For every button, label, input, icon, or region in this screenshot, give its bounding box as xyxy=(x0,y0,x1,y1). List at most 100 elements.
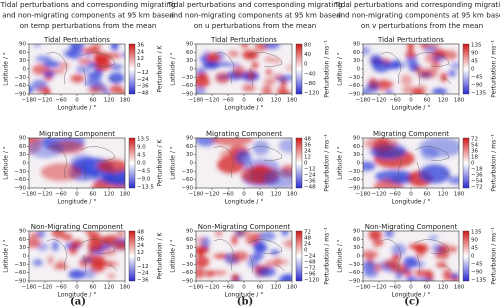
field-blob xyxy=(252,140,270,156)
y-tick-label: 90 xyxy=(19,229,26,235)
field-blob xyxy=(211,138,253,146)
x-tick-label: 60 xyxy=(90,98,97,104)
colorbar-tick-label: 36 xyxy=(137,236,144,242)
field-blob xyxy=(68,246,78,255)
field-blob xyxy=(450,61,459,70)
y-tick-label: −60 xyxy=(181,177,193,183)
x-axis-label: Longitude / ° xyxy=(58,199,97,206)
x-tick-label: −120 xyxy=(204,285,220,291)
colorbar-tick-label: −40 xyxy=(304,71,316,77)
y-tick-label: −30 xyxy=(14,262,26,268)
field-blob xyxy=(419,164,451,184)
colorbar-tick-label: 12 xyxy=(137,56,144,62)
y-tick-label: −30 xyxy=(181,262,193,268)
field-blob xyxy=(417,70,431,79)
colorbar-tick-label: −36 xyxy=(137,278,149,284)
field-blob xyxy=(47,255,54,265)
x-tick-label: 120 xyxy=(271,98,282,104)
colorbar-tick-label: −135 xyxy=(471,91,487,97)
colorbar xyxy=(462,43,470,95)
coastline xyxy=(380,52,452,87)
y-tick-label: 90 xyxy=(353,42,360,48)
y-tick-label: −90 xyxy=(14,279,26,285)
field-blob xyxy=(247,71,255,80)
field-blob xyxy=(216,61,232,67)
field-blob xyxy=(447,70,457,77)
field-blob xyxy=(363,46,371,56)
field-blob xyxy=(67,47,83,60)
field-blob xyxy=(263,44,280,50)
x-tick-label: −180 xyxy=(188,285,204,291)
colorbar-tick-label: 36 xyxy=(471,149,478,155)
x-tick-label: −60 xyxy=(55,192,67,198)
field-blob xyxy=(235,150,252,165)
field-blob xyxy=(391,255,401,262)
map-field xyxy=(196,44,292,94)
panel-title: Migrating Component xyxy=(39,130,115,138)
colorbar-tick-label: 48 xyxy=(304,137,311,143)
colorbar-label: Perturbation / ms⁻¹ xyxy=(324,40,331,98)
field-blob xyxy=(97,173,125,183)
field-blob xyxy=(84,79,103,87)
colorbar-tick-label: −18 xyxy=(471,167,483,173)
field-blob xyxy=(90,84,107,94)
x-tick-label: 180 xyxy=(454,192,465,198)
x-tick-label: −60 xyxy=(389,98,401,104)
colorbar-tick-label: −120 xyxy=(304,91,320,97)
colorbar-tick-label: 36 xyxy=(304,143,311,149)
colorbar-tick-label: 12 xyxy=(304,155,311,161)
field-blob xyxy=(265,68,272,76)
field-blob xyxy=(372,239,381,248)
field-blob xyxy=(389,174,412,185)
y-tick-label: −30 xyxy=(181,75,193,81)
field-blob xyxy=(50,68,66,74)
x-axis-label: Longitude / ° xyxy=(392,199,431,206)
y-tick-label: 60 xyxy=(19,237,26,243)
y-tick-label: −30 xyxy=(348,75,360,81)
x-tick-label: −180 xyxy=(188,192,204,198)
x-tick-label: −180 xyxy=(21,98,37,104)
colorbar-tick-label: 24 xyxy=(137,243,144,249)
field-blob xyxy=(415,277,434,281)
x-tick-label: 120 xyxy=(104,98,115,104)
colorbar-tick-label: 48 xyxy=(304,236,311,242)
panel-title: Non-Migrating Component xyxy=(31,223,124,231)
x-tick-label: 180 xyxy=(120,192,131,198)
x-tick-label: 180 xyxy=(120,285,131,291)
field-blob xyxy=(431,88,448,94)
colorbar-tick-label: 135 xyxy=(471,230,482,236)
field-blob xyxy=(251,61,259,69)
field-blob xyxy=(196,256,210,267)
colorbar-tick-label: −36 xyxy=(137,84,149,90)
colorbar xyxy=(128,43,136,95)
colorbar-tick-label: −24 xyxy=(137,77,149,83)
x-tick-label: −120 xyxy=(204,98,220,104)
field-blob xyxy=(439,243,452,253)
colorbar-tick-label: −24 xyxy=(304,173,316,179)
field-blob xyxy=(196,76,210,88)
y-axis-label: Latitude / ° xyxy=(170,239,177,273)
x-tick-label: −180 xyxy=(355,192,371,198)
field-blob xyxy=(31,259,44,267)
coastline xyxy=(380,239,452,274)
field-blob xyxy=(247,256,259,269)
x-tick-label: 180 xyxy=(120,98,131,104)
colorbar-tick-label: −13.5 xyxy=(137,185,154,191)
field-blob xyxy=(196,237,207,243)
panel-title: Tidal Perturbations xyxy=(210,36,277,44)
field-blob xyxy=(405,51,417,58)
coastline xyxy=(46,52,118,87)
x-tick-label: 0 xyxy=(75,98,79,104)
map-field xyxy=(363,231,459,281)
colorbar-label: Perturbation / K xyxy=(157,44,164,92)
y-tick-label: 0 xyxy=(190,161,194,167)
x-tick-label: 120 xyxy=(104,192,115,198)
x-tick-label: 60 xyxy=(424,285,431,291)
colorbar-tick-label: 24 xyxy=(304,242,311,248)
colorbar-tick-label: −72 xyxy=(471,185,483,191)
y-axis-label: Latitude / ° xyxy=(337,52,344,86)
x-tick-label: 0 xyxy=(75,192,79,198)
x-tick-label: 180 xyxy=(454,98,465,104)
colorbar-tick-label: 0 xyxy=(471,161,475,167)
field-blob xyxy=(98,266,105,272)
